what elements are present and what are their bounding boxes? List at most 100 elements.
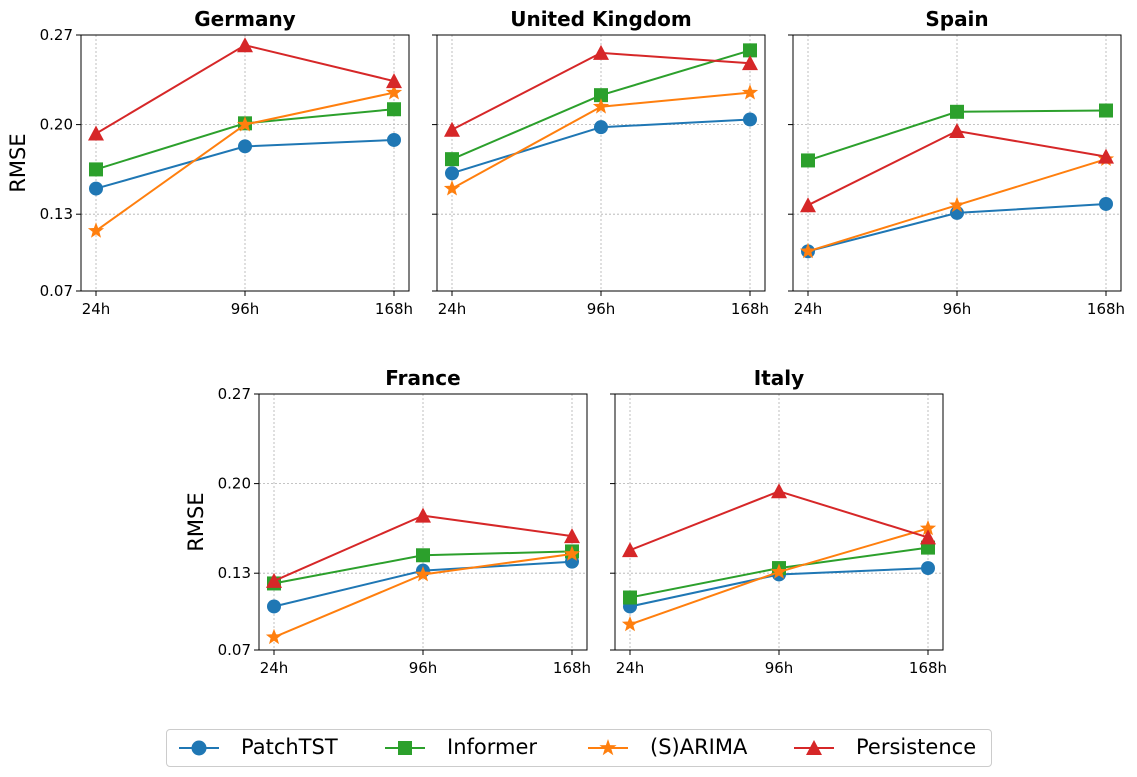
x-tick-label: 24h (616, 659, 645, 677)
subplot-italy: 24h 96h 168h Italy (610, 366, 947, 677)
legend-label: Persistence (856, 735, 977, 759)
data-point (594, 88, 608, 103)
x-tick-label: 96h (765, 659, 794, 677)
data-point (1099, 196, 1113, 211)
series-sarima (621, 519, 937, 632)
data-point (445, 166, 459, 181)
subplot-title: United Kingdom (510, 7, 692, 31)
y-tick-label: 0.07 (40, 282, 73, 300)
data-point (621, 615, 639, 632)
y-axis-label: RMSE (184, 492, 208, 551)
data-point (236, 116, 254, 132)
data-point (801, 153, 815, 168)
legend-marker-square-icon (385, 741, 425, 755)
data-point (414, 566, 432, 582)
x-tick-label: 168h (375, 300, 413, 318)
x-tick-label: 24h (82, 300, 111, 318)
series-sarima (443, 84, 759, 196)
y-axis-label: RMSE (6, 133, 30, 192)
data-point (743, 43, 757, 58)
data-point (265, 628, 283, 645)
series-persistence (800, 123, 1114, 213)
y-tick-label: 0.13 (218, 564, 251, 582)
data-point (415, 507, 431, 523)
data-point (87, 222, 105, 238)
y-tick-label: 0.27 (40, 26, 73, 44)
subplot-title: Italy (754, 366, 804, 390)
x-tick-label: 96h (587, 300, 616, 318)
x-tick-label: 168h (731, 300, 769, 318)
legend-label: Informer (447, 735, 538, 759)
subplot-title: France (385, 366, 460, 390)
x-tick-label: 168h (909, 659, 947, 677)
series-persistence (622, 483, 936, 558)
data-point (593, 44, 609, 60)
data-point (1098, 148, 1114, 164)
series-sarima (265, 545, 581, 645)
legend-marker-triangle-icon (794, 740, 834, 755)
chart-figure: 0.07 0.13 0.20 0.27 24h 96h 168h Germany RMSE 24h… (6, 7, 1125, 677)
subplot-germany: 0.07 0.13 0.20 0.27 24h 96h 168h Germany RMSE (6, 7, 413, 318)
y-tick-label: 0.27 (218, 385, 251, 403)
x-tick-label: 24h (260, 659, 289, 677)
subplot-france: 0.07 0.13 0.20 0.27 24h 96h 168h France RMSE (184, 366, 591, 677)
legend-label: (S)ARIMA (650, 735, 748, 759)
data-point (88, 125, 104, 141)
data-point (949, 123, 965, 138)
legend-marker-star-icon (588, 739, 628, 756)
subplot-title: Germany (194, 7, 295, 31)
data-point (89, 181, 103, 196)
data-point (594, 120, 608, 135)
data-point (387, 132, 401, 147)
series-persistence (266, 507, 580, 588)
data-point (771, 483, 787, 499)
subplot-united-kingdom: 24h 96h 168h United Kingdom (432, 7, 769, 318)
y-tick-label: 0.13 (40, 205, 73, 223)
legend-marker-circle-icon (179, 740, 219, 756)
data-point (444, 121, 460, 137)
y-tick-label: 0.07 (218, 641, 251, 659)
x-tick-label: 24h (794, 300, 823, 318)
x-tick-label: 168h (1087, 300, 1125, 318)
data-point (799, 242, 817, 259)
x-tick-label: 96h (231, 300, 260, 318)
data-point (950, 104, 964, 119)
data-point (622, 542, 638, 558)
data-point (948, 196, 966, 213)
data-point (387, 102, 401, 117)
series-persistence (88, 37, 402, 141)
x-tick-label: 96h (409, 659, 438, 677)
data-point (800, 197, 816, 213)
data-point (416, 548, 430, 563)
data-point (623, 590, 637, 605)
series-informer (801, 103, 1113, 168)
series-persistence (444, 44, 758, 137)
series-patchtst (89, 132, 401, 196)
data-point (267, 599, 281, 614)
data-point (920, 529, 936, 545)
data-point (89, 162, 103, 177)
y-tick-label: 0.20 (218, 475, 251, 493)
data-point (266, 572, 282, 588)
series-patchtst (445, 112, 757, 181)
legend-label: PatchTST (241, 735, 338, 759)
data-point (386, 73, 402, 89)
y-tick-label: 0.20 (40, 116, 73, 134)
series-sarima (87, 84, 403, 238)
data-point (1099, 103, 1113, 118)
data-point (385, 84, 403, 100)
subplot-title: Spain (925, 7, 988, 31)
x-tick-label: 24h (438, 300, 467, 318)
data-point (238, 139, 252, 154)
x-tick-label: 96h (943, 300, 972, 318)
data-point (919, 519, 937, 536)
data-point (742, 55, 758, 71)
data-point (592, 98, 610, 114)
series-informer (445, 43, 757, 167)
data-point (743, 112, 757, 127)
data-point (770, 563, 788, 579)
data-point (237, 37, 253, 53)
data-point (563, 545, 581, 561)
data-point (921, 561, 935, 576)
data-point (741, 84, 759, 100)
